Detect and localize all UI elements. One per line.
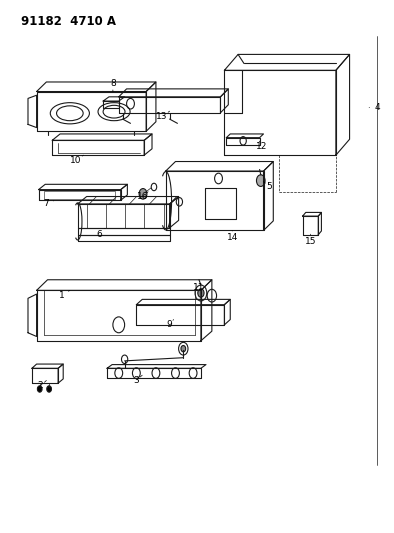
Text: 5: 5 — [266, 182, 272, 191]
Text: 7: 7 — [43, 199, 49, 208]
Text: 11: 11 — [193, 283, 205, 292]
Text: 3: 3 — [134, 376, 139, 385]
Circle shape — [256, 175, 265, 187]
Text: 4: 4 — [374, 103, 380, 112]
Text: 10: 10 — [70, 156, 82, 165]
Circle shape — [181, 345, 186, 352]
Text: 91182  4710 A: 91182 4710 A — [21, 14, 116, 28]
Circle shape — [139, 189, 147, 199]
Text: 2: 2 — [38, 381, 43, 390]
Text: 1: 1 — [59, 291, 65, 300]
Text: 12: 12 — [256, 142, 267, 151]
Circle shape — [47, 386, 52, 392]
Text: 16: 16 — [136, 192, 148, 201]
Circle shape — [198, 289, 204, 297]
Text: 8: 8 — [110, 79, 116, 88]
Text: 9: 9 — [167, 320, 173, 329]
Circle shape — [37, 386, 42, 392]
Text: 14: 14 — [227, 233, 238, 242]
Text: 15: 15 — [305, 237, 316, 246]
Text: 13: 13 — [156, 112, 167, 122]
Text: 6: 6 — [96, 230, 102, 239]
